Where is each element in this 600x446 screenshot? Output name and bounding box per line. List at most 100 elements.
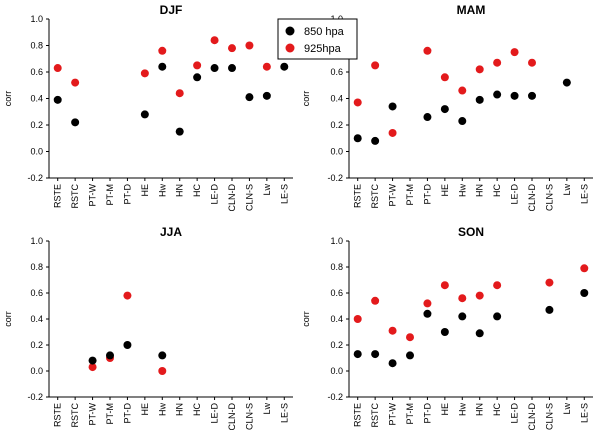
y-tick-label: 0.4 bbox=[30, 94, 43, 104]
x-tick-label: HE bbox=[140, 184, 150, 197]
x-tick-label: PT-M bbox=[405, 403, 415, 425]
x-tick-label: HN bbox=[175, 184, 185, 197]
data-point-850hpa bbox=[371, 136, 380, 145]
y-tick-label: 0.2 bbox=[330, 120, 343, 130]
x-tick-label: RSTE bbox=[53, 184, 63, 208]
x-tick-label: CLN-S bbox=[244, 403, 254, 430]
x-tick-label: CLN-D bbox=[527, 403, 537, 431]
data-point-850hpa bbox=[458, 117, 467, 126]
x-tick-label: Lw bbox=[262, 184, 272, 196]
legend: 850 hpa 925hpa bbox=[277, 18, 358, 60]
data-point-925hpa bbox=[371, 61, 380, 70]
data-point-925hpa bbox=[262, 62, 271, 71]
x-tick-label: CLN-D bbox=[227, 403, 237, 431]
y-tick-label: -0.2 bbox=[327, 392, 343, 402]
data-point-850hpa bbox=[106, 351, 114, 360]
y-tick-label: 0.0 bbox=[330, 147, 343, 157]
y-tick-label: 0.6 bbox=[30, 288, 43, 298]
data-point-925hpa bbox=[353, 98, 362, 107]
y-tick-label: -0.2 bbox=[327, 173, 343, 183]
data-point-850hpa bbox=[140, 110, 149, 119]
y-tick-label: 0.6 bbox=[330, 67, 343, 77]
data-point-850hpa bbox=[528, 91, 536, 100]
x-tick-label: Hw bbox=[457, 184, 467, 197]
x-tick-label: PT-M bbox=[105, 403, 115, 425]
data-point-925hpa bbox=[88, 363, 97, 372]
x-tick-label: Hw bbox=[457, 403, 467, 416]
y-tick-label: -0.2 bbox=[27, 173, 43, 183]
y-tick-label: 0.6 bbox=[30, 67, 43, 77]
data-point-925hpa bbox=[580, 264, 589, 273]
data-point-925hpa bbox=[210, 36, 219, 45]
data-point-850hpa bbox=[353, 350, 362, 359]
y-tick-label: 0.8 bbox=[30, 262, 43, 272]
data-point-850hpa bbox=[158, 62, 167, 71]
y-tick-label: 1.0 bbox=[330, 236, 343, 246]
x-tick-label: PT-W bbox=[388, 183, 398, 206]
data-point-850hpa bbox=[262, 91, 271, 100]
data-point-850hpa bbox=[175, 127, 184, 136]
y-tick-label: 0.6 bbox=[330, 288, 343, 298]
chart-panel-mam: MAM-0.20.00.20.40.60.81.0corrRSTERSTCPT-… bbox=[301, 3, 593, 212]
data-point-850hpa bbox=[510, 91, 519, 100]
data-point-925hpa bbox=[475, 291, 484, 300]
data-point-925hpa bbox=[123, 291, 132, 300]
data-point-925hpa bbox=[158, 46, 167, 55]
legend-marker bbox=[285, 43, 295, 53]
x-tick-label: PT-W bbox=[88, 183, 98, 206]
data-point-850hpa bbox=[280, 62, 289, 71]
panel-title: DJF bbox=[160, 3, 183, 17]
data-point-925hpa bbox=[158, 367, 167, 375]
y-tick-label: 0.0 bbox=[30, 366, 43, 376]
y-tick-label: 0.0 bbox=[30, 147, 43, 157]
data-point-925hpa bbox=[53, 64, 62, 73]
data-point-850hpa bbox=[210, 64, 219, 73]
legend-marker bbox=[285, 26, 295, 36]
data-point-850hpa bbox=[562, 78, 571, 87]
data-point-850hpa bbox=[71, 118, 80, 127]
y-axis-label: corr bbox=[301, 311, 311, 327]
data-point-850hpa bbox=[423, 113, 432, 122]
x-tick-label: Lw bbox=[562, 184, 572, 196]
x-tick-label: PT-M bbox=[105, 184, 115, 206]
data-point-925hpa bbox=[193, 61, 202, 70]
x-tick-label: CLN-D bbox=[527, 184, 537, 212]
data-point-925hpa bbox=[423, 46, 432, 55]
data-point-850hpa bbox=[353, 134, 362, 143]
x-tick-label: RSTC bbox=[70, 403, 80, 428]
data-point-850hpa bbox=[580, 289, 589, 297]
x-tick-label: PT-D bbox=[422, 184, 432, 205]
x-tick-label: HE bbox=[440, 403, 450, 416]
data-point-850hpa bbox=[123, 341, 132, 349]
data-point-850hpa bbox=[475, 95, 484, 104]
data-point-925hpa bbox=[458, 86, 467, 95]
y-axis-label: corr bbox=[3, 311, 13, 327]
x-tick-label: Hw bbox=[157, 403, 167, 416]
y-tick-label: 0.4 bbox=[330, 314, 343, 324]
data-point-850hpa bbox=[193, 73, 202, 82]
data-point-850hpa bbox=[423, 309, 432, 318]
x-tick-label: RSTE bbox=[353, 184, 363, 208]
y-tick-label: 1.0 bbox=[30, 14, 43, 24]
x-tick-label: HN bbox=[475, 403, 485, 416]
x-tick-label: CLN-S bbox=[244, 184, 254, 211]
data-point-925hpa bbox=[371, 296, 380, 305]
data-point-850hpa bbox=[228, 64, 236, 73]
y-tick-label: 0.8 bbox=[30, 41, 43, 51]
x-tick-label: HC bbox=[192, 403, 202, 416]
data-point-850hpa bbox=[88, 356, 97, 365]
data-point-850hpa bbox=[388, 102, 397, 111]
panel-title: MAM bbox=[457, 3, 486, 17]
y-axis-label: corr bbox=[3, 91, 13, 107]
x-tick-label: LE-S bbox=[279, 184, 289, 204]
x-tick-label: LE-S bbox=[579, 184, 589, 204]
panel-title: SON bbox=[458, 225, 484, 239]
y-tick-label: 0.0 bbox=[330, 366, 343, 376]
x-tick-label: LE-D bbox=[210, 184, 220, 205]
data-point-925hpa bbox=[71, 78, 80, 87]
y-tick-label: -0.2 bbox=[27, 392, 43, 402]
data-point-925hpa bbox=[475, 65, 484, 74]
data-point-925hpa bbox=[228, 44, 236, 53]
x-tick-label: CLN-D bbox=[227, 184, 237, 212]
